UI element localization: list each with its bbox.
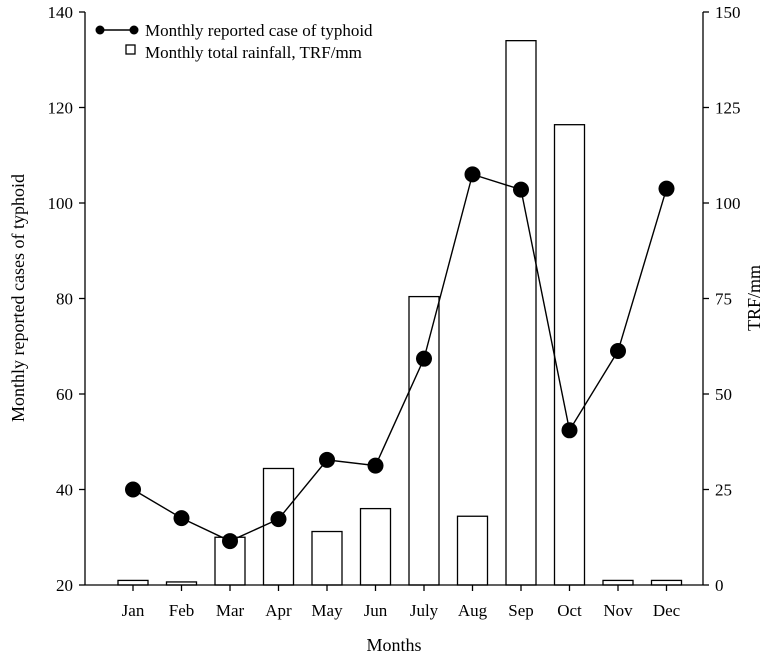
bar-july xyxy=(408,295,440,586)
x-tick-label: Apr xyxy=(265,601,292,620)
legend: Monthly reported case of typhoid Monthly… xyxy=(95,21,373,62)
legend-label-rainfall: Monthly total rainfall, TRF/mm xyxy=(145,43,362,62)
bar-sep xyxy=(505,40,537,586)
y-axis-left-title: Monthly reported cases of typhoid xyxy=(8,174,28,422)
typhoid-point-apr xyxy=(270,511,287,528)
legend-line-marker-left xyxy=(95,25,105,35)
bar-nov xyxy=(602,579,634,586)
bar-aug xyxy=(456,515,489,586)
y-right-tick-label: 50 xyxy=(715,385,732,404)
typhoid-point-feb xyxy=(173,510,190,527)
legend-line-marker-right xyxy=(129,25,139,35)
typhoid-series-line xyxy=(132,173,668,542)
x-tick-label: Aug xyxy=(458,601,488,620)
y-left-tick-label: 40 xyxy=(56,481,73,500)
typhoid-point-nov xyxy=(610,343,626,360)
x-tick-label: Feb xyxy=(169,601,195,620)
typhoid-point-dec xyxy=(658,180,675,197)
bar-jan xyxy=(117,579,149,586)
x-tick-label: May xyxy=(311,601,343,620)
y-left-tick-label: 100 xyxy=(48,194,74,213)
y-right-tick-label: 125 xyxy=(715,99,741,118)
typhoid-point-jan xyxy=(125,481,141,498)
y-left-tick-label: 20 xyxy=(56,576,73,595)
bar-oct xyxy=(553,124,586,586)
x-tick-label: Nov xyxy=(603,601,633,620)
x-tick-label: July xyxy=(410,601,439,620)
bars-layer xyxy=(117,40,683,586)
typhoid-point-may xyxy=(319,451,335,468)
typhoid-point-jun xyxy=(367,457,384,474)
x-tick-label: Oct xyxy=(557,601,582,620)
axes-layer xyxy=(84,12,704,586)
x-tick-label: Dec xyxy=(653,601,681,620)
line-layer xyxy=(125,166,675,550)
y-axis-right-title: TRF/mm xyxy=(744,265,764,331)
x-tick-label: Sep xyxy=(508,601,534,620)
y-right-tick-label: 100 xyxy=(715,194,741,213)
bar-may xyxy=(311,530,343,586)
y-left-tick-label: 80 xyxy=(56,290,73,309)
x-tick-label: Jan xyxy=(122,601,145,620)
typhoid-point-aug xyxy=(464,166,481,183)
typhoid-point-mar xyxy=(222,533,238,550)
x-tick-label: Jun xyxy=(364,601,388,620)
bar-jun xyxy=(359,507,392,586)
ticks-layer: Jan Feb Mar Apr May Jun July Aug Sep Oct Nov Dec 20 4… xyxy=(48,3,741,620)
typhoid-point-oct xyxy=(561,422,578,439)
typhoid-point-sep xyxy=(513,181,529,198)
legend-label-typhoid: Monthly reported case of typhoid xyxy=(145,21,373,40)
legend-bar-swatch xyxy=(125,44,136,55)
y-right-tick-label: 0 xyxy=(715,576,724,595)
y-left-tick-label: 60 xyxy=(56,385,73,404)
bar-dec xyxy=(650,579,683,586)
y-left-tick-label: 140 xyxy=(48,3,74,22)
x-tick-label: Mar xyxy=(216,601,245,620)
y-right-tick-label: 75 xyxy=(715,290,732,309)
x-axis-title: Months xyxy=(366,635,421,655)
y-right-tick-label: 25 xyxy=(715,481,732,500)
y-left-tick-label: 120 xyxy=(48,99,74,118)
y-right-tick-label: 150 xyxy=(715,3,741,22)
typhoid-point-july xyxy=(416,350,432,367)
